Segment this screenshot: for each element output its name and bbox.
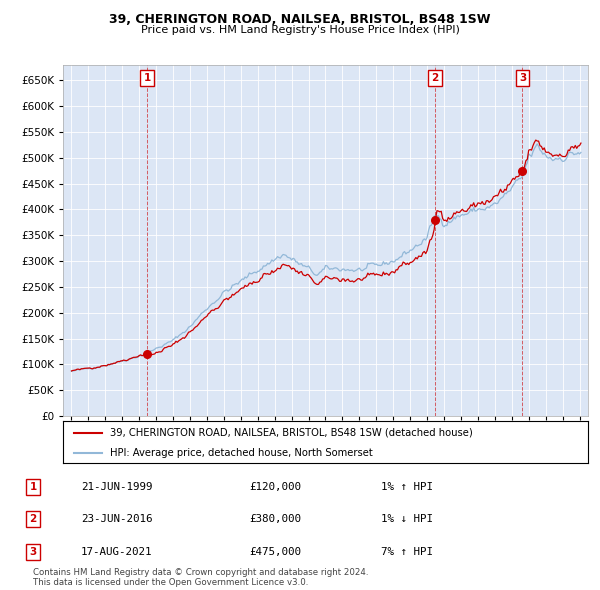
Text: 1: 1 — [29, 482, 37, 491]
Text: 2: 2 — [29, 514, 37, 524]
Text: 21-JUN-1999: 21-JUN-1999 — [81, 482, 152, 491]
Text: HPI: Average price, detached house, North Somerset: HPI: Average price, detached house, Nort… — [110, 448, 373, 457]
Text: 3: 3 — [519, 73, 526, 83]
Text: Price paid vs. HM Land Registry's House Price Index (HPI): Price paid vs. HM Land Registry's House … — [140, 25, 460, 35]
Text: £380,000: £380,000 — [249, 514, 301, 524]
Text: 1% ↑ HPI: 1% ↑ HPI — [381, 482, 433, 491]
Text: 2: 2 — [431, 73, 439, 83]
Text: 3: 3 — [29, 547, 37, 556]
Text: 1% ↓ HPI: 1% ↓ HPI — [381, 514, 433, 524]
Text: 23-JUN-2016: 23-JUN-2016 — [81, 514, 152, 524]
Text: Contains HM Land Registry data © Crown copyright and database right 2024.: Contains HM Land Registry data © Crown c… — [33, 568, 368, 577]
Text: 39, CHERINGTON ROAD, NAILSEA, BRISTOL, BS48 1SW (detached house): 39, CHERINGTON ROAD, NAILSEA, BRISTOL, B… — [110, 428, 473, 438]
Text: 1: 1 — [143, 73, 151, 83]
Text: 7% ↑ HPI: 7% ↑ HPI — [381, 547, 433, 556]
Text: 17-AUG-2021: 17-AUG-2021 — [81, 547, 152, 556]
Text: £475,000: £475,000 — [249, 547, 301, 556]
Text: £120,000: £120,000 — [249, 482, 301, 491]
Text: This data is licensed under the Open Government Licence v3.0.: This data is licensed under the Open Gov… — [33, 578, 308, 587]
Text: 39, CHERINGTON ROAD, NAILSEA, BRISTOL, BS48 1SW: 39, CHERINGTON ROAD, NAILSEA, BRISTOL, B… — [109, 13, 491, 26]
